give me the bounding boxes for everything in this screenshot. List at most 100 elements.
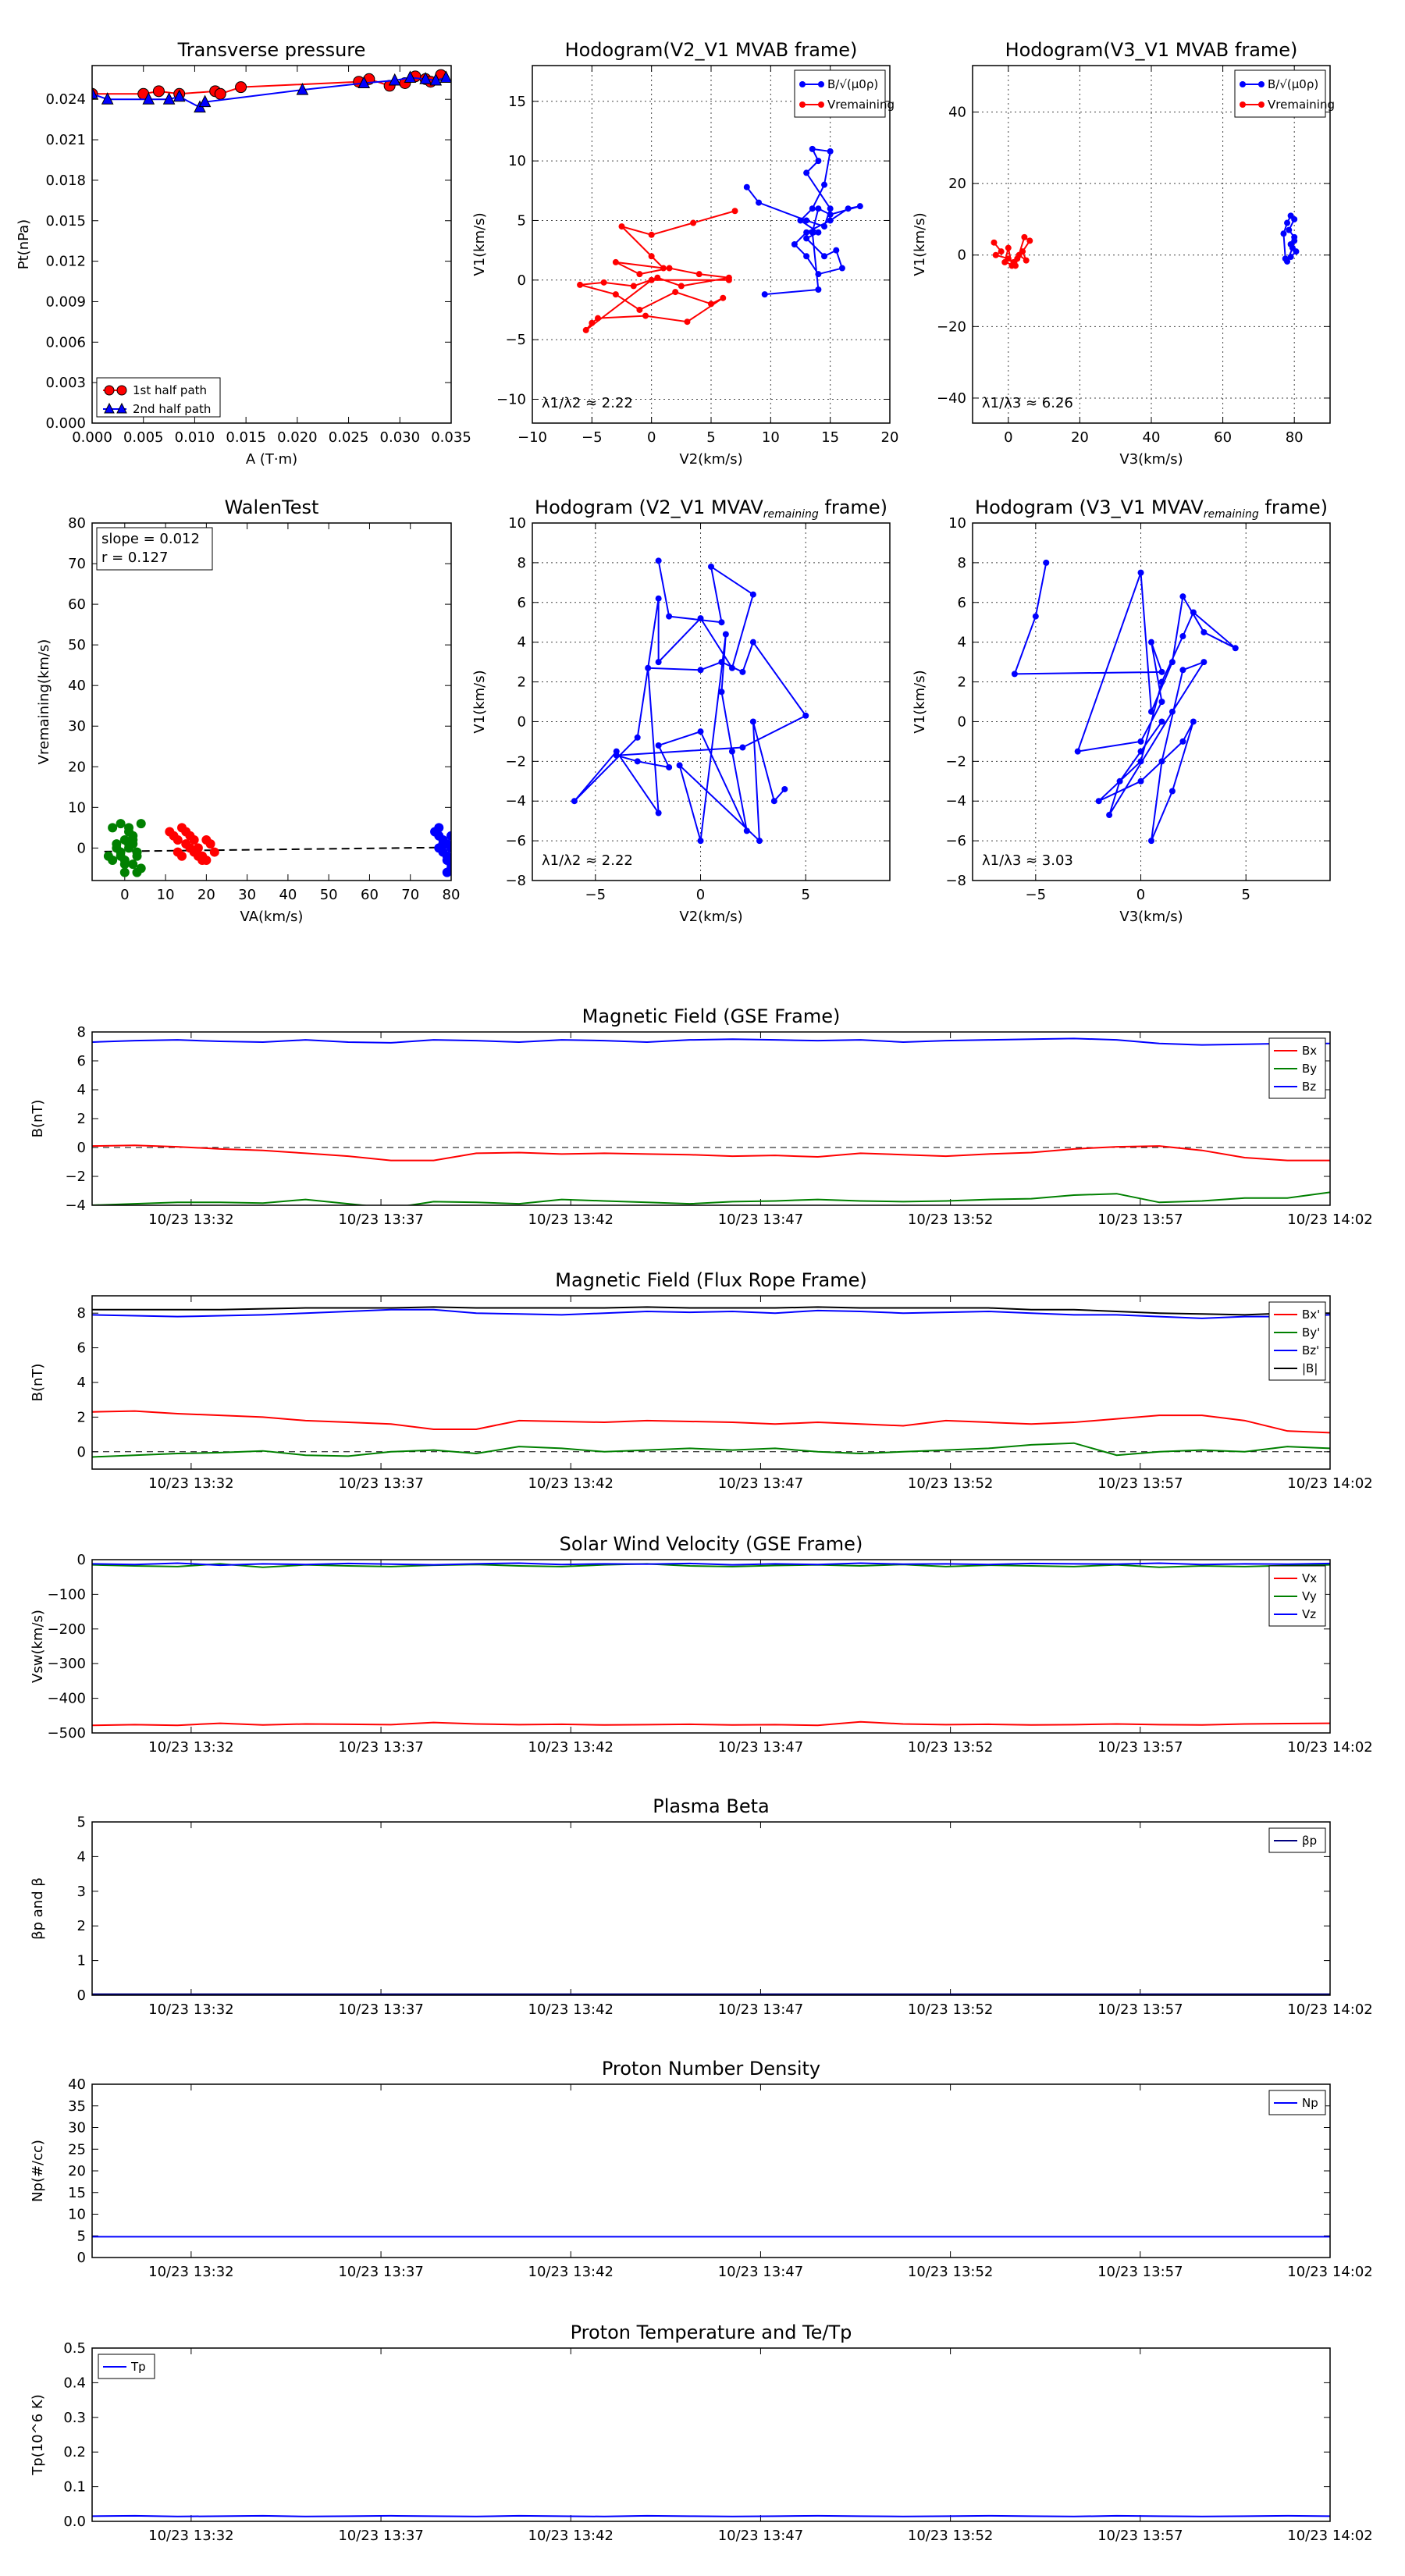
h3-point-1 bbox=[655, 557, 662, 564]
mag-title: Magnetic Field (GSE Frame) bbox=[582, 1005, 841, 1027]
np-ytick-label: 30 bbox=[68, 2120, 86, 2137]
np-xtick-label: 10/23 13:57 bbox=[1097, 2264, 1183, 2280]
mag-legend: Bx By Bz bbox=[1268, 1037, 1326, 1099]
np-ytick-label: 0 bbox=[77, 2250, 86, 2266]
walen-point-group1 bbox=[132, 851, 142, 861]
h4-point-1 bbox=[1168, 708, 1176, 715]
h4-ytick-label: 4 bbox=[958, 635, 966, 651]
tp-point-2 bbox=[92, 87, 98, 99]
h3-series-line-1 bbox=[574, 560, 807, 843]
h1-point-2 bbox=[600, 279, 607, 286]
h2-point-2 bbox=[991, 239, 998, 246]
h1-point-1 bbox=[756, 199, 763, 206]
walen-point-group1 bbox=[119, 867, 130, 877]
tp-ytick-label: 0.021 bbox=[45, 132, 86, 148]
tp-xtick-label: 0.005 bbox=[123, 429, 164, 446]
h3-title-sub: remaining bbox=[763, 508, 819, 521]
chart-walen-test: WalenTest 0 10 20 30 40 50 60 70 80 0 10 20 30 40 50 60 7… bbox=[36, 496, 460, 925]
h1-plot-frame bbox=[532, 65, 891, 424]
h2-point-2 bbox=[992, 251, 999, 258]
h1-point-2 bbox=[612, 291, 619, 298]
vel-ytick-label: −200 bbox=[48, 1621, 86, 1638]
walen-r-text: r = 0.127 bbox=[101, 550, 168, 566]
walen-point-group2 bbox=[173, 834, 183, 845]
h2-xtick-label: 60 bbox=[1214, 429, 1232, 446]
h1-point-2 bbox=[589, 319, 596, 326]
h4-point-1 bbox=[1137, 777, 1144, 785]
h3-point-1 bbox=[770, 798, 777, 805]
walen-point-group2 bbox=[205, 839, 215, 849]
mag-ytick-label: 6 bbox=[77, 1053, 86, 1069]
walen-point-group3 bbox=[446, 843, 451, 853]
tp-point-2 bbox=[404, 70, 417, 84]
h2-legend-box bbox=[1234, 69, 1326, 118]
h3-ylabel: V1(km/s) bbox=[471, 670, 488, 733]
h3-point-1 bbox=[749, 591, 756, 598]
walen-point-group1 bbox=[108, 855, 118, 865]
tp-ytick-label: 0.000 bbox=[45, 415, 86, 432]
mag-xtick-label: 10/23 13:47 bbox=[718, 1212, 803, 1228]
vel-ytick-label: −100 bbox=[48, 1586, 86, 1603]
beta-ytick-label: 5 bbox=[77, 1814, 86, 1831]
h1-xtick-label: −5 bbox=[582, 429, 603, 446]
h3-eigen-ratio: λ1/λ2 ≈ 2.22 bbox=[542, 852, 633, 869]
h3-ytick-label: 10 bbox=[508, 515, 526, 532]
mag-series-By bbox=[92, 1191, 1330, 1205]
h1-point-1 bbox=[827, 211, 834, 218]
h1-eigen-ratio: λ1/λ2 ≈ 2.22 bbox=[542, 395, 633, 411]
walen-ytick-label: 0 bbox=[77, 840, 86, 856]
h1-point-2 bbox=[720, 294, 727, 301]
h4-eigen-ratio: λ1/λ3 ≈ 3.03 bbox=[982, 852, 1073, 869]
beta-legend-label: βp bbox=[1302, 1834, 1317, 1848]
h3-xtick-label: 5 bbox=[802, 887, 810, 903]
h4-xtick-label: 5 bbox=[1242, 887, 1250, 903]
vel-plot-frame bbox=[91, 1559, 1331, 1734]
walen-xtick-label: 40 bbox=[279, 887, 297, 903]
mag-xtick-label: 10/23 13:32 bbox=[148, 1212, 233, 1228]
h1-point-1 bbox=[815, 205, 822, 212]
mag-ytick-label: 0 bbox=[77, 1140, 86, 1156]
h1-title: Hodogram(V2_V1 MVAB frame) bbox=[565, 39, 858, 61]
walen-ytick-label: 30 bbox=[68, 718, 86, 735]
magfr-xtick-label: 10/23 13:52 bbox=[908, 1475, 993, 1492]
mag-ytick-label: 8 bbox=[77, 1024, 86, 1041]
tp-point-2 bbox=[142, 92, 155, 105]
h4-ytick-label: 8 bbox=[958, 555, 966, 571]
h1-legend-marker bbox=[818, 101, 824, 108]
tp-legend-box bbox=[96, 377, 221, 418]
vel-series-Vy bbox=[92, 1563, 1330, 1568]
h3-ytick-label: 0 bbox=[518, 713, 526, 730]
h1-series-line-2 bbox=[579, 210, 735, 331]
h4-point-1 bbox=[1200, 628, 1208, 635]
h4-point-1 bbox=[1190, 609, 1197, 616]
h1-point-1 bbox=[803, 253, 810, 260]
h3-point-1 bbox=[666, 763, 673, 770]
vel-xtick-label: 10/23 13:42 bbox=[528, 1739, 614, 1756]
h3-ytick-label: −6 bbox=[505, 833, 526, 849]
h3-point-1 bbox=[655, 659, 662, 666]
tpr-title: Proton Temperature and Te/Tp bbox=[571, 2322, 852, 2343]
h1-point-1 bbox=[815, 158, 822, 165]
h4-point-1 bbox=[1011, 671, 1018, 678]
h2-plot-area bbox=[991, 212, 1300, 269]
h3-ytick-label: 6 bbox=[518, 595, 526, 611]
h4-point-1 bbox=[1179, 593, 1186, 600]
vel-ylabel: Vsw(km/s) bbox=[30, 1610, 46, 1683]
h3-point-1 bbox=[655, 742, 662, 749]
vel-xtick-label: 10/23 13:52 bbox=[908, 1739, 993, 1756]
walen-point-group2 bbox=[189, 834, 199, 845]
h4-point-1 bbox=[1158, 668, 1165, 675]
chart-hodogram-v2-v1-mvav: Hodogram (V2_V1 MVAVremaining frame) −5 0 5… bbox=[471, 496, 891, 925]
walen-point-group2 bbox=[193, 843, 203, 853]
tp-xtick-label: 0.010 bbox=[175, 429, 215, 446]
h4-series-line-1 bbox=[1013, 562, 1236, 841]
vel-series-Vx bbox=[92, 1720, 1330, 1727]
beta-ytick-label: 4 bbox=[77, 1848, 86, 1865]
h1-legend-marker bbox=[799, 81, 806, 87]
tp-point-2 bbox=[173, 89, 186, 102]
h4-point-1 bbox=[1137, 748, 1144, 755]
h2-legend-marker bbox=[1258, 81, 1264, 87]
h4-point-1 bbox=[1116, 777, 1123, 785]
h4-point-1 bbox=[1179, 633, 1186, 640]
tp-xlabel: A (T·m) bbox=[246, 451, 297, 468]
